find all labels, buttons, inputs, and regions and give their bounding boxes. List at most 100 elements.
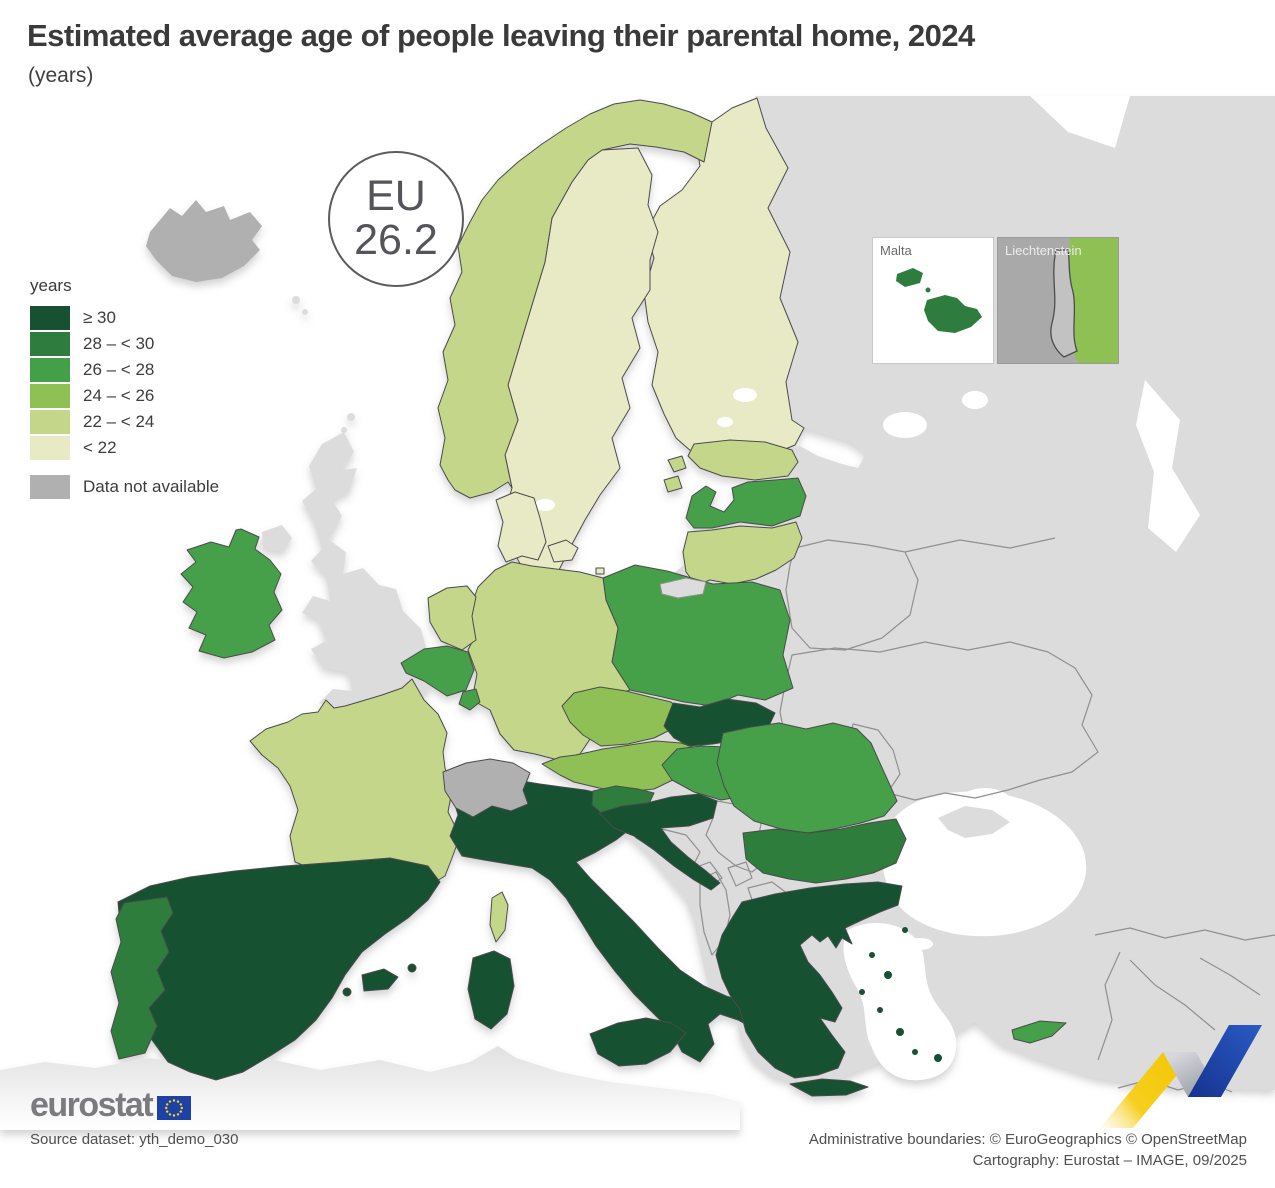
country-romania (716, 722, 898, 834)
legend-swatch (30, 384, 70, 408)
border-turkey-east (1097, 951, 1121, 1061)
inset-malta-map (896, 268, 982, 333)
country-france (249, 678, 461, 888)
legend-item: < 22 (30, 435, 219, 461)
inset-austria-area (1067, 238, 1118, 363)
page-title: Estimated average age of people leaving … (27, 18, 975, 53)
country-denmark-islands (547, 539, 579, 563)
island-crete (789, 1078, 869, 1097)
map-credits: Administrative boundaries: © EuroGeograp… (809, 1129, 1247, 1171)
country-latvia (685, 477, 807, 529)
country-cyprus (1011, 1020, 1067, 1044)
country-ireland (180, 528, 283, 659)
ribbon-yellow-band (1100, 1052, 1196, 1128)
border-caucasus-3 (1199, 957, 1261, 996)
country-united-kingdom (302, 432, 429, 712)
eu-badge-label: EU (366, 172, 426, 221)
legend-label: 24 – < 26 (83, 386, 155, 405)
legend-label: 26 – < 28 (83, 360, 155, 379)
white-sea (1136, 380, 1200, 552)
legend-label: < 22 (83, 438, 117, 457)
page-subtitle: (years) (28, 64, 94, 87)
country-portugal (110, 896, 174, 1060)
legend-label: Data not available (83, 477, 220, 496)
inset-liechtenstein: Liechtenstein (997, 237, 1119, 364)
crimea (938, 806, 1010, 838)
lake-onega (962, 391, 988, 409)
eurostat-ribbon-logo (1100, 1025, 1262, 1128)
region-northern-ireland (262, 525, 292, 552)
eu-flag-icon (157, 1096, 192, 1120)
black-sea (882, 791, 1087, 937)
country-spain (117, 857, 441, 1081)
map-legend: years ≥ 30 28 – < 30 26 – < 28 24 – < 26… (30, 276, 219, 500)
credit-boundaries: Administrative boundaries: © EuroGeograp… (808, 1131, 1247, 1148)
country-greece (715, 881, 903, 1079)
country-netherlands (427, 585, 477, 651)
island-comino (925, 287, 931, 293)
legend-label: ≥ 30 (83, 308, 116, 327)
legend-label: 28 – < 30 (83, 334, 155, 353)
country-czechia (561, 686, 683, 747)
aegean-sea (843, 923, 957, 1081)
border-caucasus-2 (1129, 959, 1216, 1031)
legend-label: 22 – < 24 (83, 412, 155, 431)
border-russia-north (904, 537, 1056, 553)
legend-item: ≥ 30 (30, 305, 219, 331)
finnish-lakes-2 (717, 417, 733, 427)
legend-swatch (30, 358, 70, 382)
eu-flag-stars (165, 1099, 184, 1117)
island-menorca (407, 963, 417, 973)
inset-malta: Malta (872, 237, 994, 364)
islands-balearic (361, 968, 399, 992)
eu-average-badge: EU 26.2 (328, 151, 464, 287)
island-corsica (489, 891, 509, 943)
border-kosovo (727, 861, 753, 887)
legend-item-no-data: Data not available (30, 474, 219, 500)
eu-countries (110, 97, 1067, 1097)
island-gozo (896, 268, 923, 287)
country-liechtenstein (1050, 249, 1078, 358)
country-bulgaria (742, 818, 907, 884)
inset-malta-label: Malta (880, 243, 912, 258)
legend-swatch (30, 410, 70, 434)
region-kaliningrad (659, 577, 707, 599)
islands-orkney (341, 427, 347, 433)
country-lithuania (682, 521, 803, 586)
eurostat-logo: eurostat (30, 1086, 192, 1124)
islands-faroe2 (302, 309, 308, 315)
legend-swatch (30, 436, 70, 460)
legend-title: years (30, 276, 72, 295)
credit-cartography: Cartography: Eurostat – IMAGE, 09/2025 (972, 1152, 1247, 1169)
legend-item: 24 – < 26 (30, 383, 219, 409)
legend-swatch (30, 306, 70, 330)
legend-swatch-no-data (30, 475, 70, 499)
islands-shetland (347, 413, 355, 421)
legend-swatch (30, 332, 70, 356)
inset-liechtenstein-label: Liechtenstein (1005, 243, 1082, 258)
island-bornholm (595, 567, 605, 575)
lake-ladoga (883, 412, 927, 438)
island-ibiza (342, 987, 352, 997)
island-malta (924, 295, 982, 333)
country-estonia (687, 439, 799, 481)
border-belarus (785, 539, 919, 651)
estonia-island-2 (663, 475, 683, 493)
country-switzerland (442, 758, 531, 818)
sea-of-marmara (907, 938, 933, 950)
legend-item: 26 – < 28 (30, 357, 219, 383)
finnish-lakes-1 (733, 388, 757, 402)
lake-vanern (535, 499, 555, 511)
legend-item: 22 – < 24 (30, 409, 219, 435)
barents-inlet (1030, 96, 1130, 148)
island-sicily (589, 1017, 687, 1067)
country-luxembourg (458, 688, 481, 711)
legend-item: 28 – < 30 (30, 331, 219, 357)
eurostat-logo-text: eurostat (30, 1086, 154, 1124)
aegean-islands (859, 927, 942, 1062)
landmass-group (0, 96, 1275, 1130)
country-finland (643, 97, 805, 463)
source-dataset-text: Source dataset: yth_demo_030 (30, 1131, 239, 1148)
